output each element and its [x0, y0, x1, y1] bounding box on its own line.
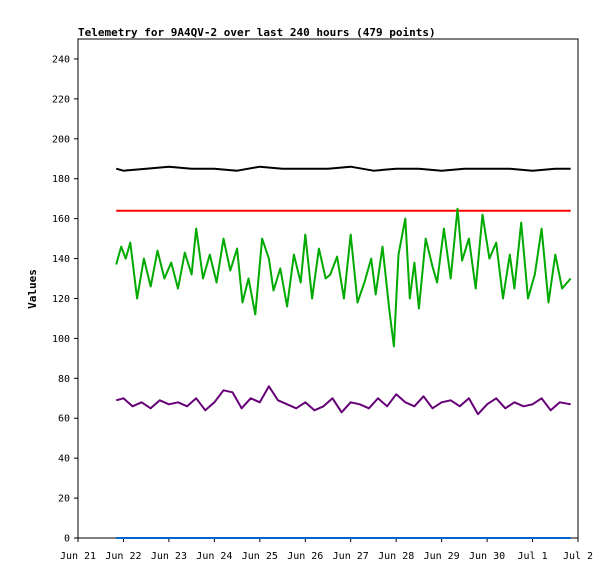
y-tick-label: 140: [52, 254, 70, 265]
y-tick-label: 180: [52, 174, 70, 185]
x-tick-label: Jun 28: [378, 551, 414, 562]
series-line-1: [115, 165, 571, 172]
x-tick-label: Jun 22: [105, 551, 141, 562]
y-tick-label: 100: [52, 334, 70, 345]
x-tick-label: Jun 21: [60, 551, 96, 562]
series-layer: [115, 165, 572, 539]
y-tick-label: 220: [52, 94, 70, 105]
x-tick-label: Jul 1: [517, 551, 547, 562]
y-tick-label: 120: [52, 294, 70, 305]
series-line-4: [115, 385, 571, 416]
y-axis-label: Values: [26, 269, 39, 309]
x-tick-label: Jun 24: [196, 551, 232, 562]
y-tick-label: 60: [58, 414, 70, 425]
y-tick-label: 240: [52, 54, 70, 65]
y-tick-label: 200: [52, 134, 70, 145]
x-tick-label: Jun 27: [333, 551, 369, 562]
x-tick-label: Jun 23: [151, 551, 187, 562]
x-tick-label: Jun 30: [469, 551, 505, 562]
x-tick-label: Jun 29: [424, 551, 460, 562]
x-tick-label: Jun 26: [287, 551, 323, 562]
x-tick-label: Jun 25: [242, 551, 278, 562]
y-tick-label: 0: [64, 534, 70, 545]
y-tick-label: 20: [58, 494, 70, 505]
x-tick-label: Jul 2: [563, 551, 593, 562]
chart-title: Telemetry for 9A4QV-2 over last 240 hour…: [78, 26, 436, 39]
y-tick-label: 160: [52, 214, 70, 225]
y-axis-ticks: 0 20 40 60 80 100 120 140 160 180 200 220 240: [52, 54, 78, 545]
y-tick-label: 80: [58, 374, 70, 385]
series-line-3: [115, 207, 572, 348]
y-tick-label: 40: [58, 454, 70, 465]
